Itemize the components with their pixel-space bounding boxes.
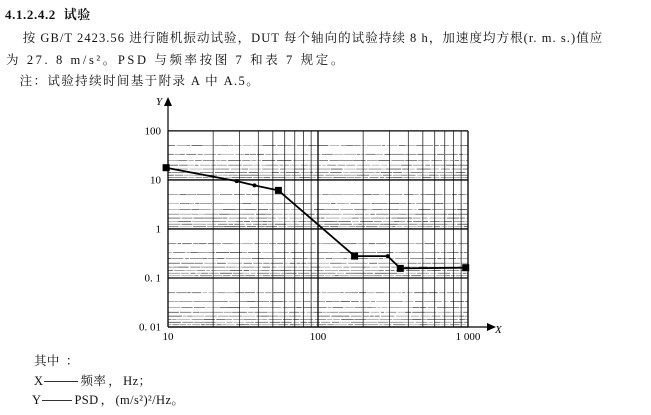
svg-text:0. 1: 0. 1	[145, 273, 162, 285]
svg-text:Y: Y	[156, 96, 164, 108]
svg-text:10: 10	[150, 175, 162, 187]
svg-text:X: X	[494, 324, 503, 336]
svg-text:1 000: 1 000	[456, 331, 481, 343]
svg-text:0. 01: 0. 01	[139, 322, 161, 334]
svg-text:100: 100	[310, 331, 327, 343]
svg-text:10: 10	[163, 331, 175, 343]
svg-text:1: 1	[156, 224, 162, 236]
svg-text:100: 100	[145, 126, 162, 138]
